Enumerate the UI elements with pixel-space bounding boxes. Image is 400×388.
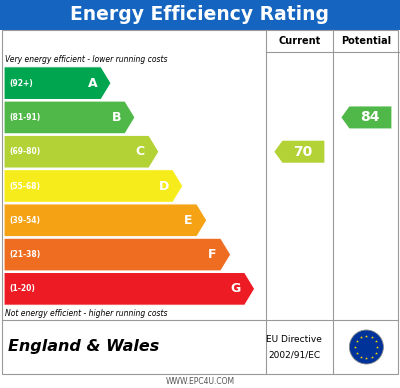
Polygon shape xyxy=(4,135,159,168)
Text: Not energy efficient - higher running costs: Not energy efficient - higher running co… xyxy=(5,308,168,317)
Text: EU Directive: EU Directive xyxy=(266,335,322,344)
Polygon shape xyxy=(274,141,324,163)
Text: (92+): (92+) xyxy=(9,79,33,88)
Text: (55-68): (55-68) xyxy=(9,182,40,191)
Text: (1-20): (1-20) xyxy=(9,284,35,293)
Text: 2002/91/EC: 2002/91/EC xyxy=(268,350,320,359)
Text: (39-54): (39-54) xyxy=(9,216,40,225)
Text: Very energy efficient - lower running costs: Very energy efficient - lower running co… xyxy=(5,54,168,64)
Text: England & Wales: England & Wales xyxy=(8,340,159,355)
Polygon shape xyxy=(4,238,231,271)
Text: 84: 84 xyxy=(360,111,379,125)
Polygon shape xyxy=(4,204,207,237)
Text: (81-91): (81-91) xyxy=(9,113,40,122)
Polygon shape xyxy=(341,106,391,128)
Text: Energy Efficiency Rating: Energy Efficiency Rating xyxy=(70,5,330,24)
Text: F: F xyxy=(208,248,217,261)
Text: Potential: Potential xyxy=(341,36,392,46)
Text: G: G xyxy=(230,282,241,295)
Polygon shape xyxy=(4,170,183,203)
Polygon shape xyxy=(4,101,135,134)
Text: E: E xyxy=(184,214,193,227)
Text: WWW.EPC4U.COM: WWW.EPC4U.COM xyxy=(166,376,234,386)
Text: 70: 70 xyxy=(293,145,312,159)
Polygon shape xyxy=(4,272,255,305)
Text: D: D xyxy=(159,180,169,192)
Text: Current: Current xyxy=(278,36,320,46)
Text: A: A xyxy=(88,77,97,90)
Bar xyxy=(2,30,398,374)
Bar xyxy=(0,0,400,30)
Text: B: B xyxy=(112,111,121,124)
Circle shape xyxy=(350,330,384,364)
Text: (69-80): (69-80) xyxy=(9,147,40,156)
Text: C: C xyxy=(136,145,145,158)
Polygon shape xyxy=(4,67,111,100)
Text: (21-38): (21-38) xyxy=(9,250,40,259)
